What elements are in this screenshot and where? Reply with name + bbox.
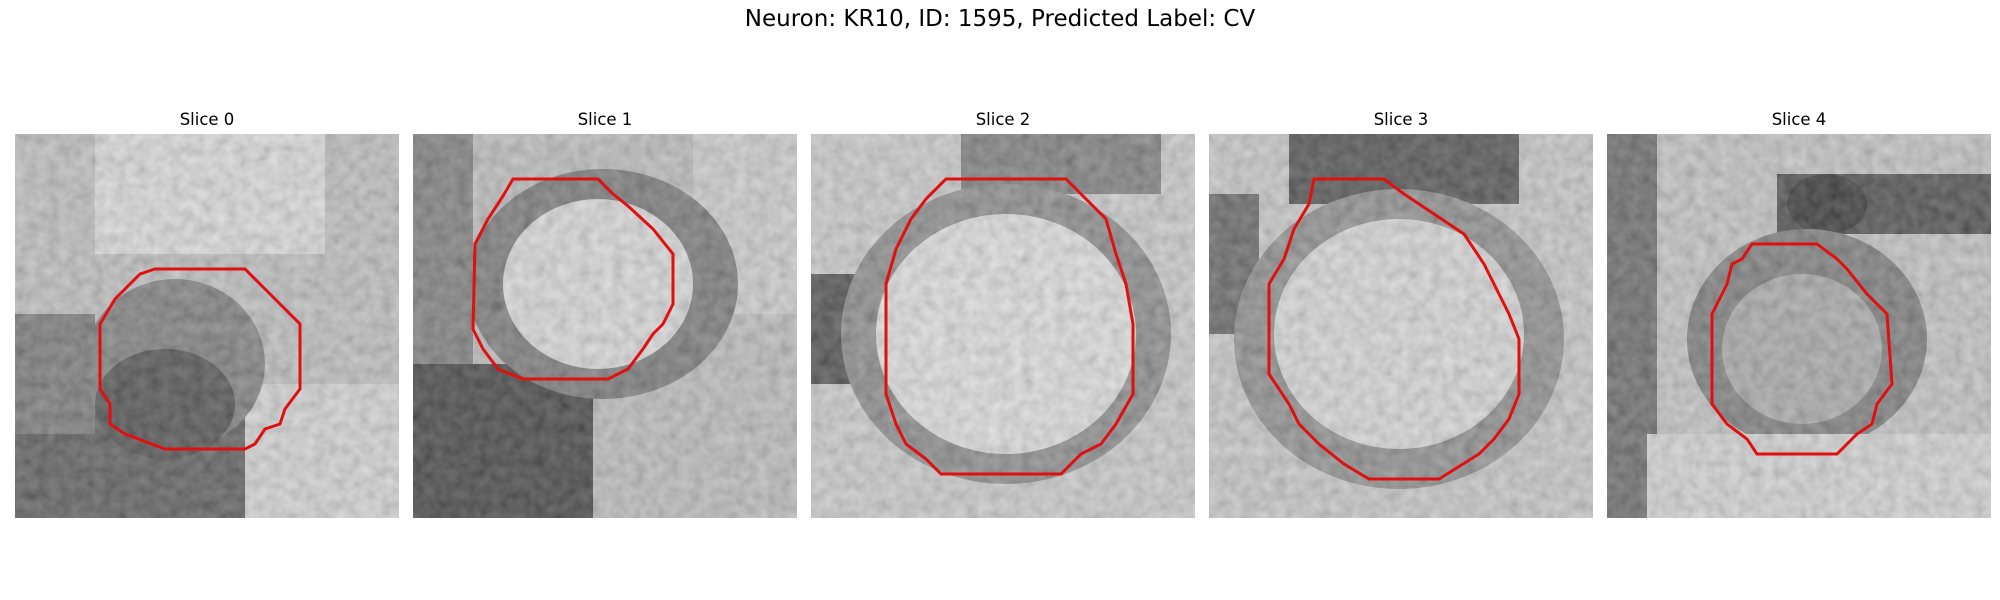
contour-outline: [471, 177, 675, 381]
slice-image-0: [15, 134, 399, 518]
slice-image-1: [413, 134, 797, 518]
slice-panel-3: Slice 3: [1209, 110, 1593, 518]
figure-title: Neuron: KR10, ID: 1595, Predicted Label:…: [744, 6, 1256, 32]
slice-title-1: Slice 1: [577, 110, 633, 129]
slice-title-0: Slice 0: [179, 110, 235, 129]
contour-outline: [98, 267, 302, 451]
slice-title-4: Slice 4: [1771, 110, 1827, 129]
slice-panel-1: Slice 1: [413, 110, 797, 518]
contour-outline: [884, 177, 1135, 476]
slice-title-2: Slice 2: [975, 110, 1031, 129]
slice-image-2: [811, 134, 1195, 518]
contour-outline: [1710, 242, 1894, 456]
slice-image-3: [1209, 134, 1593, 518]
slice-panel-0: Slice 0: [15, 110, 399, 518]
slice-panel-4: Slice 4: [1607, 110, 1991, 518]
slice-title-3: Slice 3: [1373, 110, 1429, 129]
slice-image-4: [1607, 134, 1991, 518]
slice-panel-2: Slice 2: [811, 110, 1195, 518]
contour-outline: [1267, 177, 1521, 481]
